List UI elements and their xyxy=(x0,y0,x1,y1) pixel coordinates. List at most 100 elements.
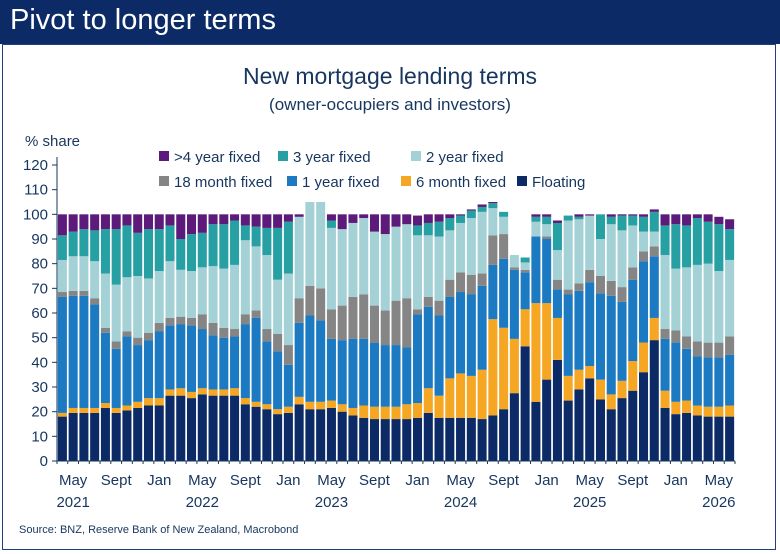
bar-segment-1-year-fixed xyxy=(552,289,562,318)
bars-layer xyxy=(57,202,735,461)
bar-segment-6-month-fixed xyxy=(283,406,293,413)
y-axis-label: % share xyxy=(25,133,80,150)
bar-segment-6-month-fixed xyxy=(692,405,702,416)
y-tick-label: 30 xyxy=(31,379,48,396)
bar-segment-3-year-fixed xyxy=(606,216,616,225)
bar-segment-4-year-fixed xyxy=(531,214,541,217)
bar-segment-2-year-fixed xyxy=(240,240,250,315)
bar-segment-floating xyxy=(240,404,250,461)
bar-segment-6-month-fixed xyxy=(466,375,476,418)
bar-segment-floating xyxy=(262,409,272,461)
bar-segment-1-year-fixed xyxy=(509,269,519,339)
bar-segment-18-month-fixed xyxy=(574,283,584,291)
bar-segment-3-year-fixed xyxy=(154,229,164,272)
bar-segment-18-month-fixed xyxy=(703,342,713,358)
bar-segment-2-year-fixed xyxy=(477,211,487,274)
bar-segment-6-month-fixed xyxy=(617,380,627,399)
bar-segment-1-year-fixed xyxy=(520,272,530,310)
x-tick-label-month: May xyxy=(705,472,734,489)
bar-segment-4-year-fixed xyxy=(273,214,283,228)
x-tick-label-month: Sept xyxy=(230,472,262,489)
bar-segment-4-year-fixed xyxy=(639,214,649,217)
bar-segment-4-year-fixed xyxy=(488,202,498,204)
bar-segment-2-year-fixed xyxy=(714,271,724,343)
bar-segment-4-year-fixed xyxy=(230,214,240,221)
bar-segment-18-month-fixed xyxy=(133,337,143,346)
bar-segment-4-year-fixed xyxy=(617,214,627,216)
bar-segment-18-month-fixed xyxy=(391,300,401,346)
bar-segment-18-month-fixed xyxy=(606,280,616,296)
bar-segment-2-year-fixed xyxy=(574,219,584,284)
bar-segment-3-year-fixed xyxy=(563,215,573,221)
bar-segment-2-year-fixed xyxy=(197,267,207,315)
bar-segment-18-month-fixed xyxy=(359,294,369,339)
bar-segment-4-year-fixed xyxy=(57,214,67,236)
x-tick-label-year: 2024 xyxy=(444,494,477,511)
bar-segment-18-month-fixed xyxy=(57,292,67,297)
bar-segment-6-month-fixed xyxy=(509,338,519,394)
x-tick-label-month: Sept xyxy=(359,472,391,489)
y-tick-label: 60 xyxy=(31,305,48,322)
bar-segment-4-year-fixed xyxy=(100,214,110,230)
bar-segment-2-year-fixed xyxy=(509,255,519,268)
x-tick-label-month: May xyxy=(59,472,88,489)
bar-segment-18-month-fixed xyxy=(348,296,358,339)
bar-segment-2-year-fixed xyxy=(283,273,293,346)
bar-segment-6-month-fixed xyxy=(348,407,358,416)
chart-subtitle: (owner-occupiers and investors) xyxy=(269,95,511,114)
bar-segment-2-year-fixed xyxy=(499,216,509,235)
legend-swatch xyxy=(287,176,297,186)
bar-segment-6-month-fixed xyxy=(488,319,498,416)
bar-segment-1-year-fixed xyxy=(219,337,229,390)
bar-segment-6-month-fixed xyxy=(90,407,100,413)
bar-segment-3-year-fixed xyxy=(176,239,186,270)
bar-segment-6-month-fixed xyxy=(671,401,681,415)
bar-segment-3-year-fixed xyxy=(499,211,509,217)
bar-segment-1-year-fixed xyxy=(273,351,283,410)
bar-segment-3-year-fixed xyxy=(520,257,530,263)
bar-segment-3-year-fixed xyxy=(165,225,175,262)
bar-segment-3-year-fixed xyxy=(219,224,229,269)
bar-segment-18-month-fixed xyxy=(434,300,444,316)
bar-segment-2-year-fixed xyxy=(380,234,390,311)
bar-segment-floating xyxy=(423,412,433,461)
bar-segment-2-year-fixed xyxy=(402,224,412,299)
bar-segment-18-month-fixed xyxy=(380,310,390,346)
bar-segment-3-year-fixed xyxy=(682,225,692,268)
x-tick-label-month: May xyxy=(446,472,475,489)
bar-segment-3-year-fixed xyxy=(143,229,153,279)
x-tick-label-month: Sept xyxy=(101,472,133,489)
bar-segment-2-year-fixed xyxy=(219,268,229,328)
bar-segment-18-month-fixed xyxy=(477,273,487,286)
bar-segment-floating xyxy=(90,412,100,461)
bar-segment-18-month-fixed xyxy=(219,327,229,338)
bar-segment-2-year-fixed xyxy=(273,279,283,334)
bar-segment-18-month-fixed xyxy=(714,342,724,358)
bar-segment-floating xyxy=(176,395,186,461)
bar-segment-1-year-fixed xyxy=(456,292,466,374)
bar-segment-floating xyxy=(714,416,724,461)
bar-segment-18-month-fixed xyxy=(692,341,702,357)
bar-segment-18-month-fixed xyxy=(230,329,240,337)
bar-segment-4-year-fixed xyxy=(477,204,487,207)
bar-segment-1-year-fixed xyxy=(68,295,78,408)
bar-segment-6-month-fixed xyxy=(100,403,110,408)
bar-segment-6-month-fixed xyxy=(649,317,659,341)
bar-segment-6-month-fixed xyxy=(230,388,240,396)
bar-segment-18-month-fixed xyxy=(187,317,197,326)
bar-segment-1-year-fixed xyxy=(369,342,379,407)
bar-segment-4-year-fixed xyxy=(294,214,304,217)
bar-segment-1-year-fixed xyxy=(413,314,423,404)
bar-segment-1-year-fixed xyxy=(725,354,735,406)
bar-segment-6-month-fixed xyxy=(359,405,369,418)
bar-segment-floating xyxy=(337,411,347,461)
bar-segment-floating xyxy=(294,404,304,461)
bar-segment-18-month-fixed xyxy=(208,322,218,336)
bar-segment-1-year-fixed xyxy=(714,357,724,407)
bar-segment-4-year-fixed xyxy=(154,214,164,230)
bar-segment-1-year-fixed xyxy=(326,338,336,401)
x-tick-label-year: 2026 xyxy=(702,494,735,511)
bar-segment-floating xyxy=(488,415,498,461)
bar-segment-2-year-fixed xyxy=(369,231,379,306)
bar-segment-2-year-fixed xyxy=(90,261,100,299)
